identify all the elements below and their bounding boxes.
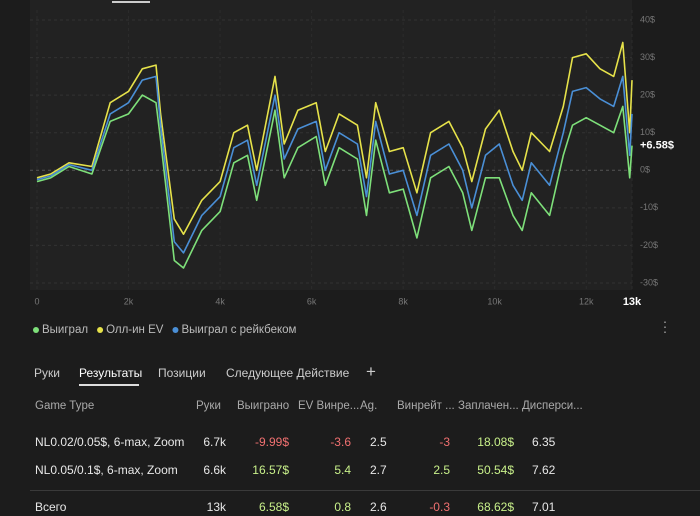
tab[interactable]: Результаты bbox=[79, 366, 143, 380]
x-tick-label: 0 bbox=[34, 296, 39, 306]
legend-label: Олл-ин EV bbox=[106, 324, 164, 336]
column-header[interactable]: Руки bbox=[196, 400, 221, 412]
x-tick-label: 10k bbox=[487, 296, 502, 306]
total-separator bbox=[30, 490, 700, 491]
x-tick-label: 4k bbox=[215, 296, 225, 306]
legend-marker bbox=[33, 327, 39, 333]
x-tick-label: 6k bbox=[307, 296, 317, 306]
legend-label: Выиграл с рейкбеком bbox=[181, 324, 296, 336]
column-header[interactable]: Заплачен... bbox=[458, 400, 519, 412]
y-tick-label: -20$ bbox=[640, 240, 658, 250]
legend-label: Выиграл bbox=[42, 324, 88, 336]
table-cell: 18.08$ bbox=[477, 435, 514, 449]
column-header[interactable]: Выиграно bbox=[237, 400, 290, 412]
table-cell: 5.4 bbox=[334, 463, 351, 477]
table-cell: 2.7 bbox=[370, 463, 387, 477]
x-tick-label: 13k bbox=[623, 296, 642, 308]
table-cell: 2.5 bbox=[370, 435, 387, 449]
chart: ⋮ 40$ 30$ 20$ 10$ 0$ -10$ -20$ -30$ 0 2k 4k 6k 8k 10k… bbox=[30, 0, 674, 336]
table-cell: 6.35 bbox=[532, 435, 556, 449]
x-tick-label: 8k bbox=[398, 296, 408, 306]
table-cell: 2.5 bbox=[433, 463, 450, 477]
table-cell: 6.7k bbox=[203, 435, 226, 449]
table-cell: 7.01 bbox=[532, 500, 556, 514]
column-header[interactable]: EV Винре... bbox=[298, 400, 360, 412]
table-cell: 50.54$ bbox=[477, 463, 514, 477]
column-header[interactable]: Винрейт ... bbox=[397, 400, 455, 412]
table-cell: 68.62$ bbox=[477, 500, 514, 514]
table-cell: 6.58$ bbox=[258, 500, 289, 514]
table-cell: 7.62 bbox=[532, 463, 556, 477]
series-line bbox=[36, 41, 633, 235]
tab[interactable]: Руки bbox=[34, 366, 60, 380]
series-line bbox=[36, 75, 633, 254]
y-tick-label: 10$ bbox=[640, 127, 655, 137]
table-cell: NL0.05/0.1$, 6-max, Zoom bbox=[35, 463, 178, 477]
table-cell: -3 bbox=[439, 435, 450, 449]
current-value-label: +6.58$ bbox=[640, 139, 674, 151]
legend-marker bbox=[97, 327, 104, 333]
y-tick-label: 30$ bbox=[640, 52, 655, 62]
table-cell: 0.8 bbox=[334, 500, 351, 514]
x-tick-label: 12k bbox=[579, 296, 594, 306]
column-header[interactable]: Game Type bbox=[35, 400, 95, 412]
column-header[interactable]: Дисперси... bbox=[522, 400, 583, 412]
table-cell: -9.99$ bbox=[254, 435, 289, 449]
menu-icon[interactable]: ⋮ bbox=[658, 319, 672, 335]
y-tick-label: 40$ bbox=[640, 14, 655, 24]
table-cell: Всего bbox=[35, 500, 67, 514]
series-line bbox=[36, 94, 633, 269]
table-cell: 6.6k bbox=[203, 463, 226, 477]
tab[interactable]: Следующее Действие bbox=[226, 366, 350, 380]
table-cell: 16.57$ bbox=[252, 463, 289, 477]
table-cell: -0.3 bbox=[429, 500, 450, 514]
x-tick-label: 2k bbox=[124, 296, 134, 306]
y-tick-label: -10$ bbox=[640, 202, 658, 212]
tab[interactable]: + bbox=[366, 362, 376, 381]
active-tab-underline bbox=[79, 384, 139, 386]
plot-background bbox=[30, 0, 632, 290]
y-tick-label: -30$ bbox=[640, 277, 658, 287]
legend-marker bbox=[172, 327, 179, 333]
table-cell: NL0.02/0.05$, 6-max, Zoom bbox=[35, 435, 185, 449]
y-tick-label: 20$ bbox=[640, 90, 655, 100]
column-header[interactable]: Ag. bbox=[360, 400, 378, 412]
tab[interactable]: Позиции bbox=[158, 366, 206, 380]
table-cell: 13k bbox=[206, 500, 226, 514]
table-cell: -3.6 bbox=[330, 435, 351, 449]
y-tick-label: 0$ bbox=[640, 165, 650, 175]
table-cell: 2.6 bbox=[370, 500, 387, 514]
